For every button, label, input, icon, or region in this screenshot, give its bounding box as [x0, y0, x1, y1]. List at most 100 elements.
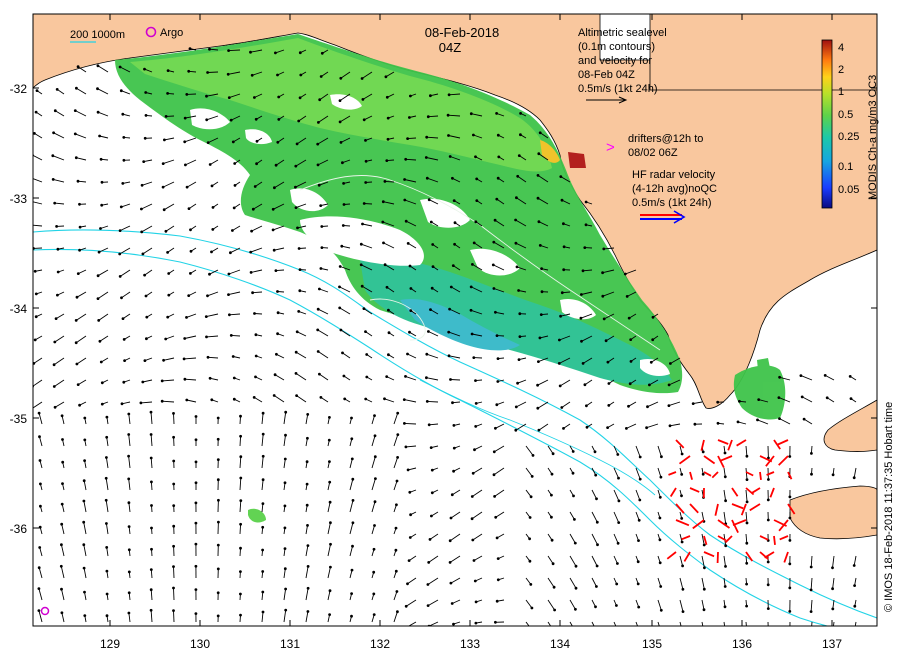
- hf-radar-arrow: [675, 519, 690, 527]
- velocity-arrow: [295, 203, 307, 209]
- velocity-arrow: [119, 66, 131, 73]
- velocity-arrow: [105, 457, 109, 469]
- velocity-arrow: [33, 201, 43, 205]
- velocity-arrow-head: [364, 397, 368, 401]
- velocity-arrow-head: [448, 307, 451, 311]
- velocity-arrow-head: [105, 614, 109, 618]
- velocity-arrow-head: [431, 265, 435, 268]
- velocity-arrow: [493, 264, 505, 271]
- velocity-arrow-head: [573, 541, 577, 545]
- velocity-arrow: [318, 115, 329, 123]
- velocity-arrow-head: [602, 247, 606, 251]
- velocity-arrow-head: [96, 297, 100, 300]
- velocity-arrow: [186, 399, 197, 403]
- velocity-arrow-head: [428, 538, 432, 541]
- velocity-arrow: [669, 423, 681, 427]
- velocity-arrow: [142, 247, 153, 255]
- velocity-arrow: [34, 133, 43, 139]
- velocity-arrow-head: [396, 433, 400, 436]
- velocity-arrow-head: [645, 426, 648, 430]
- velocity-arrow: [613, 533, 619, 544]
- hf-legend-arrowhead-icon: [673, 210, 686, 224]
- hf-radar-arrow: [731, 519, 739, 533]
- velocity-arrow: [426, 377, 439, 381]
- velocity-arrow: [448, 355, 461, 359]
- velocity-arrow-head: [660, 632, 663, 635]
- hf-radar-arrow: [703, 535, 708, 545]
- velocity-arrow-head: [194, 501, 198, 505]
- velocity-arrow-head: [208, 163, 212, 166]
- velocity-arrow-head: [496, 176, 500, 180]
- velocity-arrow-head: [452, 424, 456, 427]
- velocity-arrow-head: [306, 524, 309, 527]
- velocity-arrow-head: [745, 582, 748, 586]
- velocity-arrow-head: [381, 200, 385, 204]
- velocity-arrow-head: [274, 269, 278, 272]
- velocity-arrow-head: [341, 161, 344, 165]
- velocity-arrow-head: [536, 174, 540, 177]
- velocity-arrow-head: [831, 566, 834, 570]
- drifter-legend: > drifters@12h to 08/02 06Z: [606, 133, 703, 159]
- velocity-arrow-head: [328, 613, 331, 616]
- velocity-arrow-head: [166, 69, 170, 72]
- kangaroo-island-land: [789, 485, 877, 540]
- velocity-arrow: [327, 544, 331, 557]
- velocity-arrow-head: [395, 503, 398, 507]
- velocity-arrow-head: [206, 294, 209, 298]
- velocity-arrow-head: [52, 131, 55, 135]
- date-label: 08-Feb-2018: [425, 25, 499, 40]
- velocity-arrow-head: [342, 203, 346, 206]
- velocity-arrow-head: [140, 207, 143, 211]
- velocity-arrow-head: [475, 177, 479, 181]
- velocity-arrow: [327, 567, 331, 579]
- velocity-arrow-head: [150, 504, 153, 507]
- plot-frame: [32, 13, 878, 627]
- velocity-arrow-head: [187, 69, 191, 73]
- velocity-arrow-head: [261, 610, 265, 614]
- colorbar-title: MODIS Ch-a mg/m3 OC3: [867, 75, 879, 200]
- velocity-arrow-head: [251, 207, 255, 211]
- velocity-arrow-head: [572, 494, 575, 498]
- velocity-arrow-head: [149, 433, 153, 436]
- velocity-arrow: [261, 503, 264, 513]
- velocity-arrow: [383, 242, 395, 249]
- velocity-arrow-head: [767, 631, 770, 634]
- velocity-arrow-head: [627, 316, 631, 320]
- velocity-arrow: [430, 309, 439, 315]
- velocity-arrow: [547, 621, 552, 626]
- velocity-arrow-head: [809, 565, 813, 569]
- velocity-arrow: [471, 286, 483, 293]
- velocity-arrow-head: [681, 587, 685, 591]
- velocity-arrow-head: [659, 608, 663, 612]
- velocity-arrow-head: [51, 178, 55, 181]
- velocity-arrow-head: [329, 565, 332, 569]
- velocity-arrow: [626, 291, 637, 297]
- velocity-arrow: [296, 395, 307, 403]
- velocity-arrow: [141, 225, 153, 233]
- velocity-arrow-head: [55, 225, 58, 228]
- velocity-arrow-head: [232, 397, 236, 401]
- velocity-arrow-head: [295, 142, 299, 146]
- velocity-arrow-head: [204, 315, 208, 318]
- velocity-arrow-head: [668, 424, 672, 428]
- velocity-arrow: [832, 599, 835, 609]
- velocity-arrow-head: [449, 285, 453, 289]
- hf-radar-arrow: [736, 439, 747, 447]
- velocity-arrow: [547, 555, 554, 564]
- velocity-arrow-head: [127, 477, 131, 481]
- velocity-arrow: [393, 434, 399, 447]
- x-tick-label: 137: [822, 637, 842, 651]
- velocity-arrow: [537, 175, 549, 183]
- velocity-arrow: [428, 621, 439, 626]
- velocity-arrow: [75, 133, 87, 139]
- velocity-arrow-head: [515, 196, 518, 200]
- velocity-arrow-head: [119, 89, 123, 93]
- velocity-arrow: [364, 115, 373, 121]
- velocity-arrow: [383, 201, 395, 205]
- velocity-arrow-head: [496, 380, 500, 383]
- velocity-arrow-head: [194, 542, 198, 546]
- velocity-arrow: [448, 331, 461, 337]
- velocity-arrow: [525, 599, 533, 609]
- velocity-arrow: [162, 400, 175, 403]
- x-tick-label: 134: [550, 637, 570, 651]
